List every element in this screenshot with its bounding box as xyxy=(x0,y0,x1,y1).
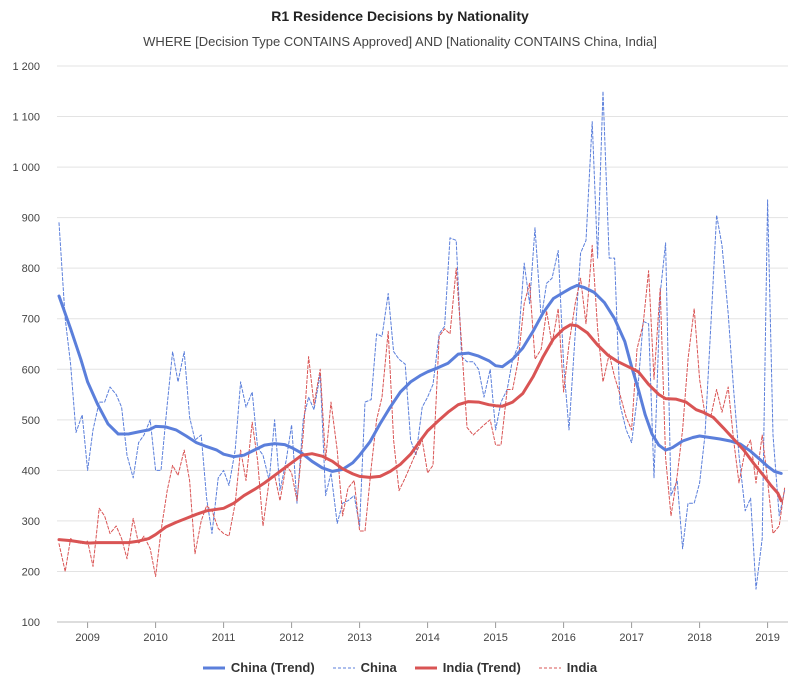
x-tick-label: 2009 xyxy=(75,632,99,644)
series-line-china-trend[interactable] xyxy=(57,283,783,475)
x-tick-label: 2018 xyxy=(687,632,711,644)
legend-swatch-china-trend xyxy=(202,666,225,669)
axis-layer: 100 200 300 400 500 600 700 800 900 1 000 1 100 1 2… xyxy=(12,61,788,644)
x-tick-label: 2010 xyxy=(143,632,167,644)
x-tick-label: 2012 xyxy=(279,632,303,644)
legend-item-india-trend[interactable]: India (Trend) xyxy=(414,660,521,675)
legend-item-china[interactable]: China xyxy=(332,660,397,675)
legend-swatch-india-trend xyxy=(414,666,437,669)
x-tick-label: 2019 xyxy=(755,632,779,644)
x-tick-label: 2015 xyxy=(483,632,507,644)
legend-label-china-trend: China (Trend) xyxy=(230,660,315,675)
legend-item-china-trend[interactable]: China (Trend) xyxy=(202,660,315,675)
legend-swatch-china xyxy=(332,667,355,668)
y-tick-label: 300 xyxy=(22,516,40,528)
series-line-china[interactable] xyxy=(58,90,786,590)
legend-item-india[interactable]: India xyxy=(538,660,598,675)
series-line-india-trend[interactable] xyxy=(57,323,783,545)
y-tick-label: 900 xyxy=(22,213,40,225)
chart-title: R1 Residence Decisions by Nationality xyxy=(271,8,529,24)
series-layer xyxy=(57,90,786,590)
x-tick-label: 2016 xyxy=(551,632,575,644)
x-tick-label: 2013 xyxy=(347,632,371,644)
y-tick-label: 1 100 xyxy=(12,112,40,124)
legend: China (Trend) China India (Trend) India xyxy=(0,660,800,675)
chart-subtitle: WHERE [Decision Type CONTAINS Approved] … xyxy=(143,34,657,49)
legend-label-india: India xyxy=(566,660,598,675)
y-tick-label: 500 xyxy=(22,415,40,427)
y-tick-label: 100 xyxy=(22,617,40,629)
y-tick-label: 200 xyxy=(22,566,40,578)
y-tick-label: 400 xyxy=(22,465,40,477)
x-tick-label: 2014 xyxy=(415,632,439,644)
y-tick-label: 600 xyxy=(22,364,40,376)
legend-swatch-india xyxy=(538,667,561,668)
y-tick-label: 1 000 xyxy=(12,162,40,174)
grid-layer xyxy=(57,65,788,623)
legend-label-india-trend: India (Trend) xyxy=(442,660,521,675)
x-tick-label: 2017 xyxy=(619,632,643,644)
legend-label-china: China xyxy=(360,660,397,675)
y-tick-label: 800 xyxy=(22,263,40,275)
y-tick-label: 700 xyxy=(22,314,40,326)
y-tick-label: 1 200 xyxy=(12,61,40,73)
x-tick-label: 2011 xyxy=(212,632,236,644)
